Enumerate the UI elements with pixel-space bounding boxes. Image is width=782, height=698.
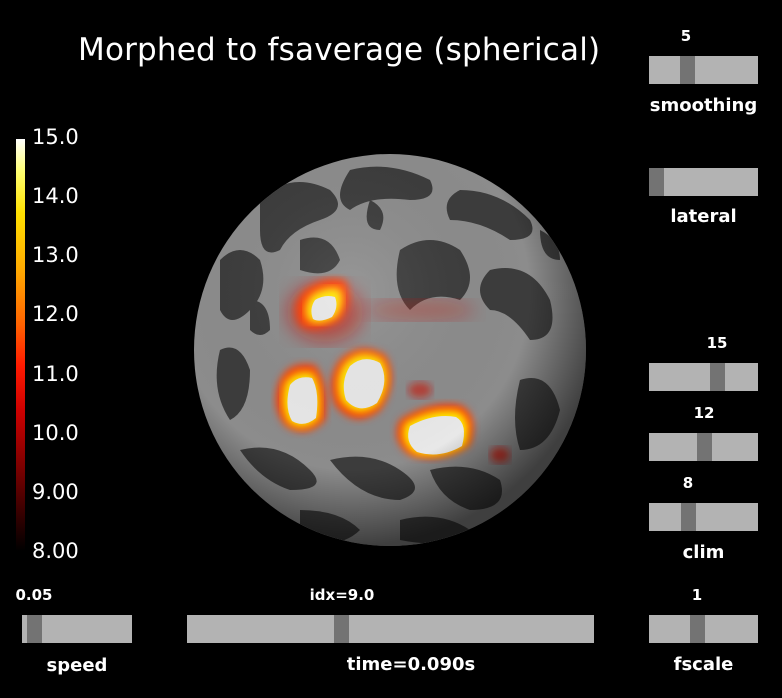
clim-mid-value: 12 <box>693 404 715 422</box>
clim-max-value: 15 <box>706 334 728 352</box>
clim-mid-slider-handle[interactable] <box>697 433 712 461</box>
plot-title: Morphed to fsaverage (spherical) <box>78 32 601 68</box>
fscale-label: fscale <box>673 654 734 675</box>
time-slider[interactable] <box>187 615 594 643</box>
colorbar <box>16 139 25 551</box>
time-label: time=0.090s <box>346 654 476 675</box>
colorbar-tick-label: 11.0 <box>32 362 79 386</box>
time-slider-handle[interactable] <box>334 615 349 643</box>
colorbar-tick-label: 12.0 <box>32 302 79 326</box>
fscale-slider[interactable] <box>649 615 758 643</box>
clim-min-slider-handle[interactable] <box>681 503 696 531</box>
clim-max-slider-handle[interactable] <box>710 363 725 391</box>
speed-slider-handle[interactable] <box>27 615 42 643</box>
lateral-label: lateral <box>670 206 737 227</box>
colorbar-tick-label: 13.0 <box>32 243 79 267</box>
fscale-value: 1 <box>691 586 703 604</box>
clim-min-slider[interactable] <box>649 503 758 531</box>
speed-slider[interactable] <box>22 615 132 643</box>
fscale-slider-handle[interactable] <box>690 615 705 643</box>
lateral-slider[interactable] <box>649 168 758 196</box>
lateral-slider-handle[interactable] <box>649 168 664 196</box>
clim-label: clim <box>682 542 725 563</box>
colorbar-tick-label: 10.0 <box>32 421 79 445</box>
colorbar-tick-label: 8.00 <box>32 539 79 563</box>
smoothing-label: smoothing <box>649 95 758 116</box>
smoothing-slider[interactable] <box>649 56 758 84</box>
clim-max-slider[interactable] <box>649 363 758 391</box>
colorbar-tick-label: 14.0 <box>32 184 79 208</box>
clim-mid-slider[interactable] <box>649 433 758 461</box>
smoothing-value: 5 <box>680 27 692 45</box>
clim-min-value: 8 <box>682 474 694 492</box>
smoothing-slider-handle[interactable] <box>680 56 695 84</box>
speed-value: 0.05 <box>15 586 53 604</box>
colorbar-tick-label: 15.0 <box>32 125 79 149</box>
sphere-shading <box>194 154 586 546</box>
colorbar-tick-label: 9.00 <box>32 480 79 504</box>
time-index-value: idx=9.0 <box>309 586 375 604</box>
speed-label: speed <box>46 655 108 676</box>
